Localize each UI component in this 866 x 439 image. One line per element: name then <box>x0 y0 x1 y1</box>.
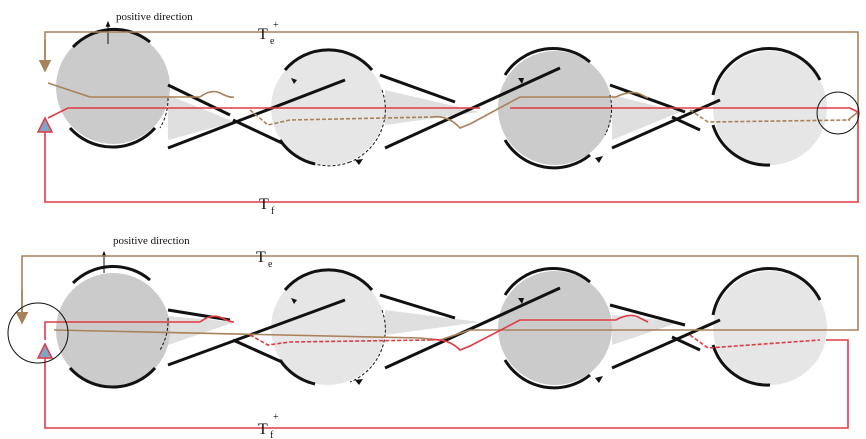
pulley-1 <box>56 27 170 149</box>
rotation-arrows <box>291 78 603 165</box>
belt-wedges <box>168 310 680 345</box>
pulley-2 <box>271 268 386 386</box>
pulley-4 <box>711 47 827 167</box>
svg-text:f: f <box>270 430 274 439</box>
tendon-e <box>38 31 859 129</box>
highlight-circle-left <box>7 302 69 364</box>
highlight-circle-right <box>816 91 860 135</box>
label-Te-top: T e + <box>258 20 279 47</box>
svg-text:f: f <box>271 206 275 217</box>
panel-bottom: positive direction T e T f + <box>7 235 859 439</box>
anchor-marker-icon <box>36 342 54 359</box>
pulley-4 <box>711 267 827 387</box>
pulley-3 <box>498 267 612 390</box>
label-Tf-bottom: T f + <box>258 412 279 439</box>
rotation-arrows <box>291 298 603 385</box>
svg-text:T: T <box>256 249 266 266</box>
pulley-1 <box>56 265 170 389</box>
tendon-f <box>44 107 859 203</box>
belt-segments <box>167 286 721 370</box>
svg-text:+: + <box>273 20 279 31</box>
panel-top: positive direction T e + <box>36 11 860 217</box>
svg-text:e: e <box>270 36 275 47</box>
direction-label: positive direction <box>116 11 193 23</box>
svg-text:+: + <box>273 412 279 423</box>
svg-text:e: e <box>268 259 273 270</box>
anchor-marker-icon <box>36 116 54 133</box>
svg-text:T: T <box>258 421 268 438</box>
belt-segments <box>167 66 721 150</box>
positive-direction-indicator: positive direction <box>105 11 193 44</box>
direction-label: positive direction <box>113 235 190 247</box>
svg-text:T: T <box>259 196 269 213</box>
label-Tf-top: T f <box>259 196 275 217</box>
tendon-e <box>15 255 859 341</box>
label-Te-bottom: T e <box>256 249 273 270</box>
tendon-f <box>44 314 849 429</box>
svg-text:T: T <box>258 26 268 43</box>
